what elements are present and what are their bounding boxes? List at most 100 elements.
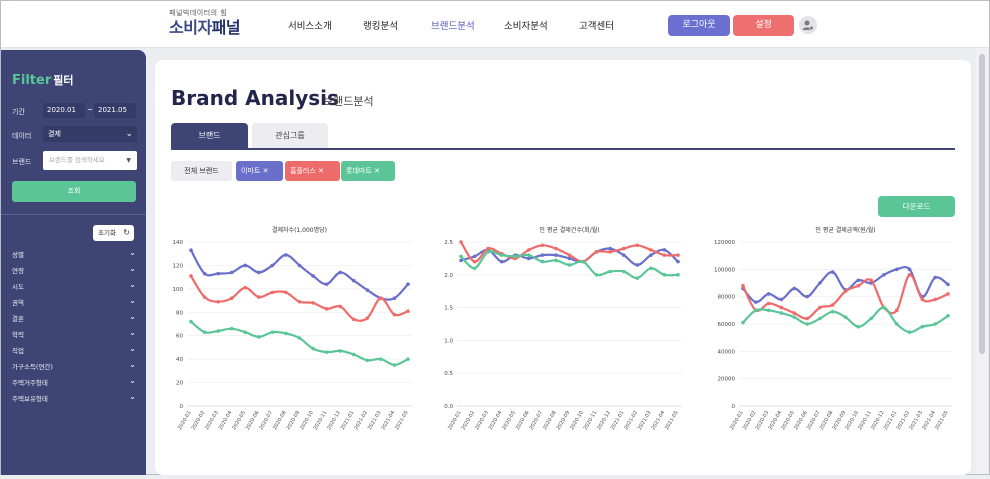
data-point (540, 259, 545, 264)
data-point (459, 254, 463, 259)
data-point (621, 253, 626, 257)
data-point (894, 322, 899, 326)
page-subtitle: 브랜드분석 (323, 95, 374, 108)
close-icon[interactable]: ✕ (318, 167, 324, 175)
data-point (351, 352, 356, 357)
data-point (513, 254, 518, 259)
y-tick-label: 140 (173, 240, 184, 246)
chart-title: 인 평균 결제건수(회/월) (539, 226, 599, 234)
brand-chip-homeplus[interactable]: 홈플러스 ✕ (285, 161, 340, 181)
data-point (741, 283, 745, 288)
data-point (567, 253, 572, 257)
download-button[interactable]: 다운로드 (878, 196, 955, 217)
nav-consumer-analysis[interactable]: 소비자분석 (504, 21, 548, 32)
settings-button[interactable]: 설정 (733, 15, 794, 36)
data-point (406, 357, 410, 361)
y-tick-label: 40000 (718, 349, 736, 355)
top-header: 패널빅데이터의 힘 소비자패널 서비스소개 랭킹분석 브랜드분석 소비자분석 고… (1, 1, 989, 48)
filter-gender[interactable]: 성별 ⌄ (12, 248, 138, 261)
data-point (311, 346, 315, 351)
data-point (818, 305, 822, 310)
data-point (365, 288, 370, 292)
logo-main-text: 소비자 (169, 18, 212, 37)
data-select[interactable]: 결제 ⌄ (43, 126, 137, 142)
data-point (338, 270, 342, 275)
data-point (635, 263, 640, 267)
filter-housing-ownership[interactable]: 주택보유형태 ⌄ (12, 392, 138, 405)
brand-search-input[interactable]: 브랜드를 검색하세요 ▼ (43, 151, 137, 170)
data-point (202, 330, 207, 334)
filter-household-income[interactable]: 가구소득(연간) ⌄ (12, 360, 138, 373)
data-point (472, 266, 477, 271)
x-tick-label: 2021-05 (394, 410, 410, 431)
data-point (486, 250, 490, 254)
data-point (338, 304, 342, 309)
tab-brand[interactable]: 브랜드 (171, 123, 248, 148)
nav-service-intro[interactable]: 서비스소개 (288, 21, 332, 32)
y-tick-label: 2.5 (444, 240, 453, 246)
filter-label: 연령 (12, 267, 24, 275)
data-point (243, 285, 248, 290)
filter-province[interactable]: 시도 ⌄ (12, 280, 138, 293)
page-scrollbar[interactable] (976, 48, 988, 474)
period-end-input[interactable]: 2021.05 (94, 103, 136, 118)
close-icon[interactable]: ✕ (374, 167, 380, 175)
data-point (907, 267, 912, 272)
data-point (406, 309, 410, 313)
filter-housing-residence[interactable]: 주택거주형태 ⌄ (12, 376, 138, 389)
reset-button[interactable]: 초기화 ↻ (93, 225, 134, 241)
y-tick-label: 120 (173, 263, 184, 269)
filter-age[interactable]: 연령 ⌄ (12, 264, 138, 277)
data-point (676, 273, 680, 277)
data-point (907, 273, 912, 277)
user-settings-icon[interactable] (799, 16, 817, 34)
brand-chip-label: 홈플러스 (290, 167, 316, 175)
y-tick-label: 1.0 (444, 338, 453, 344)
nav-customer-center[interactable]: 고객센터 (579, 21, 614, 32)
nav-brand-analysis[interactable]: 브랜드분석 (431, 21, 475, 32)
data-point (257, 335, 261, 339)
y-tick-label: 20000 (718, 377, 736, 383)
data-point (324, 282, 329, 286)
data-point (406, 282, 410, 286)
y-tick-label: 2.0 (444, 273, 453, 279)
y-tick-label: 100000 (714, 267, 735, 273)
data-point (933, 297, 937, 302)
chart-payment-amount: 인 평균 결제금액(원/월) 0 20000 40000 60000 80000 10000… (705, 220, 960, 479)
data-point (257, 295, 261, 299)
filter-occupation[interactable]: 직업 ⌄ (12, 344, 138, 357)
logout-button[interactable]: 로그아웃 (668, 15, 730, 36)
data-point (792, 311, 797, 315)
all-brands-chip[interactable]: 전체 브랜드 (171, 161, 232, 181)
close-icon[interactable]: ✕ (262, 167, 269, 175)
chevron-down-icon: ⌄ (129, 264, 136, 273)
data-point (297, 299, 302, 304)
data-label: 데이터 (12, 132, 32, 140)
chevron-down-icon: ⌄ (129, 344, 136, 353)
data-point (189, 319, 193, 324)
data-point (754, 300, 758, 304)
scrollbar-thumb[interactable] (979, 54, 985, 354)
data-point (216, 329, 220, 333)
nav-ranking[interactable]: 랭킹분석 (363, 21, 398, 32)
logo[interactable]: 패널빅데이터의 힘 소비자패널 (169, 9, 241, 38)
data-point (351, 317, 356, 322)
page-title: Brand Analysis (171, 86, 339, 110)
brand-chip-emart[interactable]: 이마트 ✕ (236, 161, 283, 181)
chart-title: 결제자수(1,000명당) (272, 226, 327, 234)
data-point (297, 263, 302, 268)
filter-marriage[interactable]: 결혼 ⌄ (12, 312, 138, 325)
filter-region[interactable]: 권역 ⌄ (12, 296, 138, 309)
filter-education[interactable]: 학력 ⌄ (12, 328, 138, 341)
filter-label: 가구소득(연간) (12, 363, 53, 371)
data-point (894, 267, 899, 272)
data-point (202, 295, 207, 299)
period-start-input[interactable]: 2020.01 (43, 103, 85, 118)
search-button[interactable]: 조회 (12, 181, 136, 202)
brand-chip-label: 롯데마트 (346, 167, 372, 175)
logo-text: 소비자패널 (169, 18, 241, 38)
tab-interest-group[interactable]: 관심그룹 (252, 123, 328, 148)
brand-chip-lottemart[interactable]: 롯데마트 ✕ (341, 161, 395, 181)
filter-label: 주택거주형태 (12, 379, 48, 387)
data-point (594, 273, 599, 277)
